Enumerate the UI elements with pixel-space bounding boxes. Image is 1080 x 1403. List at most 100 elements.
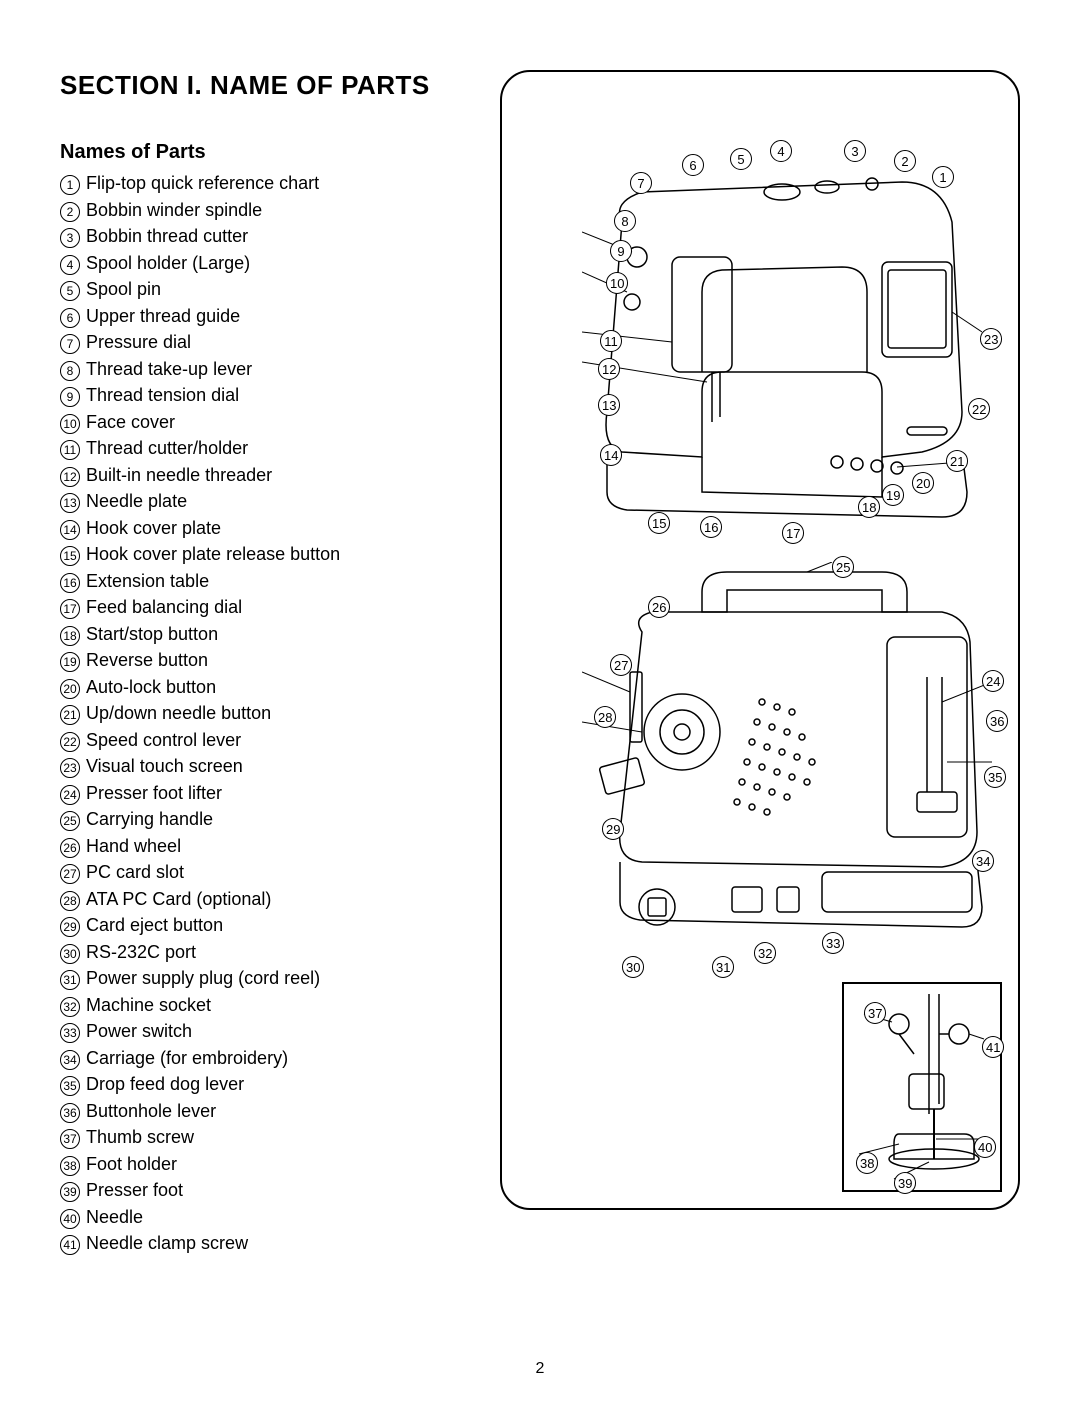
diagram-box: 1234567891011121314151617181920212223242… xyxy=(500,70,1020,1210)
part-number-circle: 3 xyxy=(60,228,80,248)
part-item: 12 Built-in needle threader xyxy=(60,464,480,487)
part-item: 22Speed control lever xyxy=(60,729,480,752)
part-number-circle: 33 xyxy=(60,1023,80,1043)
part-item: 18Start/stop button xyxy=(60,623,480,646)
part-item: 19 Reverse button xyxy=(60,649,480,672)
part-item: 4Spool holder (Large) xyxy=(60,252,480,275)
part-item: 41 Needle clamp screw xyxy=(60,1232,480,1255)
part-number-circle: 36 xyxy=(60,1103,80,1123)
part-label: Bobbin winder spindle xyxy=(86,199,262,222)
section-title: SECTION I. NAME OF PARTS xyxy=(60,70,480,101)
diagram-callout: 31 xyxy=(712,956,734,978)
part-label: Visual touch screen xyxy=(86,755,243,778)
part-number-circle: 29 xyxy=(60,917,80,937)
diagram-callout: 4 xyxy=(770,140,792,162)
part-item: 16 Extension table xyxy=(60,570,480,593)
diagram-callout: 23 xyxy=(980,328,1002,350)
part-label: Reverse button xyxy=(86,649,208,672)
part-label: Hand wheel xyxy=(86,835,181,858)
part-number-circle: 12 xyxy=(60,467,80,487)
part-label: RS-232C port xyxy=(86,941,196,964)
diagram-callout: 2 xyxy=(894,150,916,172)
part-label: Up/down needle button xyxy=(86,702,271,725)
part-item: 32 Machine socket xyxy=(60,994,480,1017)
part-number-circle: 27 xyxy=(60,864,80,884)
part-item: 7Pressure dial xyxy=(60,331,480,354)
part-label: Hook cover plate release button xyxy=(86,543,340,566)
part-label: Buttonhole lever xyxy=(86,1100,216,1123)
part-number-circle: 41 xyxy=(60,1235,80,1255)
part-item: 36 Buttonhole lever xyxy=(60,1100,480,1123)
part-item: 35 Drop feed dog lever xyxy=(60,1073,480,1096)
part-item: 21Up/down needle button xyxy=(60,702,480,725)
part-item: 38 Foot holder xyxy=(60,1153,480,1176)
part-item: 27PC card slot xyxy=(60,861,480,884)
part-item: 24Presser foot lifter xyxy=(60,782,480,805)
part-label: Thread tension dial xyxy=(86,384,239,407)
diagram-callout: 7 xyxy=(630,172,652,194)
sewing-machine-back-sketch xyxy=(582,562,992,972)
part-item: 34 Carriage (for embroidery) xyxy=(60,1047,480,1070)
diagram-callout: 36 xyxy=(986,710,1008,732)
diagram-callout: 22 xyxy=(968,398,990,420)
part-label: Extension table xyxy=(86,570,209,593)
part-label: Spool holder (Large) xyxy=(86,252,250,275)
part-number-circle: 32 xyxy=(60,997,80,1017)
part-number-circle: 28 xyxy=(60,891,80,911)
part-label: Carriage (for embroidery) xyxy=(86,1047,288,1070)
part-item: 2 Bobbin winder spindle xyxy=(60,199,480,222)
part-label: Start/stop button xyxy=(86,623,218,646)
diagram-callout: 1 xyxy=(932,166,954,188)
part-label: Presser foot lifter xyxy=(86,782,222,805)
part-label: Thread cutter/holder xyxy=(86,437,248,460)
part-number-circle: 14 xyxy=(60,520,80,540)
part-number-circle: 2 xyxy=(60,202,80,222)
diagram-callout: 9 xyxy=(610,240,632,262)
part-item: 33Power switch xyxy=(60,1020,480,1043)
part-item: 37Thumb screw xyxy=(60,1126,480,1149)
part-label: Upper thread guide xyxy=(86,305,240,328)
parts-list: 1Flip-top quick reference chart2Bobbin w… xyxy=(60,172,480,1255)
part-item: 8Thread take-up lever xyxy=(60,358,480,381)
part-item: 13 Needle plate xyxy=(60,490,480,513)
diagram-callout: 35 xyxy=(984,766,1006,788)
part-number-circle: 13 xyxy=(60,493,80,513)
diagram-callout: 6 xyxy=(682,154,704,176)
diagram-callout: 11 xyxy=(600,330,622,352)
part-number-circle: 31 xyxy=(60,970,80,990)
part-label: Flip-top quick reference chart xyxy=(86,172,319,195)
part-item: 3Bobbin thread cutter xyxy=(60,225,480,248)
part-item: 20Auto-lock button xyxy=(60,676,480,699)
part-number-circle: 19 xyxy=(60,652,80,672)
part-item: 25Carrying handle xyxy=(60,808,480,831)
part-item: 6Upper thread guide xyxy=(60,305,480,328)
part-label: Hook cover plate xyxy=(86,517,221,540)
names-of-parts-heading: Names of Parts xyxy=(60,141,480,164)
part-number-circle: 9 xyxy=(60,387,80,407)
part-number-circle: 35 xyxy=(60,1076,80,1096)
part-number-circle: 26 xyxy=(60,838,80,858)
page-number: 2 xyxy=(536,1360,545,1378)
part-label: Power supply plug (cord reel) xyxy=(86,967,320,990)
part-number-circle: 16 xyxy=(60,573,80,593)
part-item: 30 RS-232C port xyxy=(60,941,480,964)
part-label: Needle clamp screw xyxy=(86,1232,248,1255)
part-label: Needle plate xyxy=(86,490,187,513)
part-item: 26 Hand wheel xyxy=(60,835,480,858)
part-label: Auto-lock button xyxy=(86,676,216,699)
left-column: SECTION I. NAME OF PARTS Names of Parts … xyxy=(60,70,480,1363)
part-label: Machine socket xyxy=(86,994,211,1017)
part-number-circle: 30 xyxy=(60,944,80,964)
part-number-circle: 11 xyxy=(60,440,80,460)
part-number-circle: 25 xyxy=(60,811,80,831)
part-label: Pressure dial xyxy=(86,331,191,354)
part-label: Built-in needle threader xyxy=(86,464,272,487)
part-label: Foot holder xyxy=(86,1153,177,1176)
part-item: 10Face cover xyxy=(60,411,480,434)
part-number-circle: 34 xyxy=(60,1050,80,1070)
part-label: Thumb screw xyxy=(86,1126,194,1149)
part-item: 28ATA PC Card (optional) xyxy=(60,888,480,911)
part-label: Drop feed dog lever xyxy=(86,1073,244,1096)
part-number-circle: 38 xyxy=(60,1156,80,1176)
part-item: 15Hook cover plate release button xyxy=(60,543,480,566)
